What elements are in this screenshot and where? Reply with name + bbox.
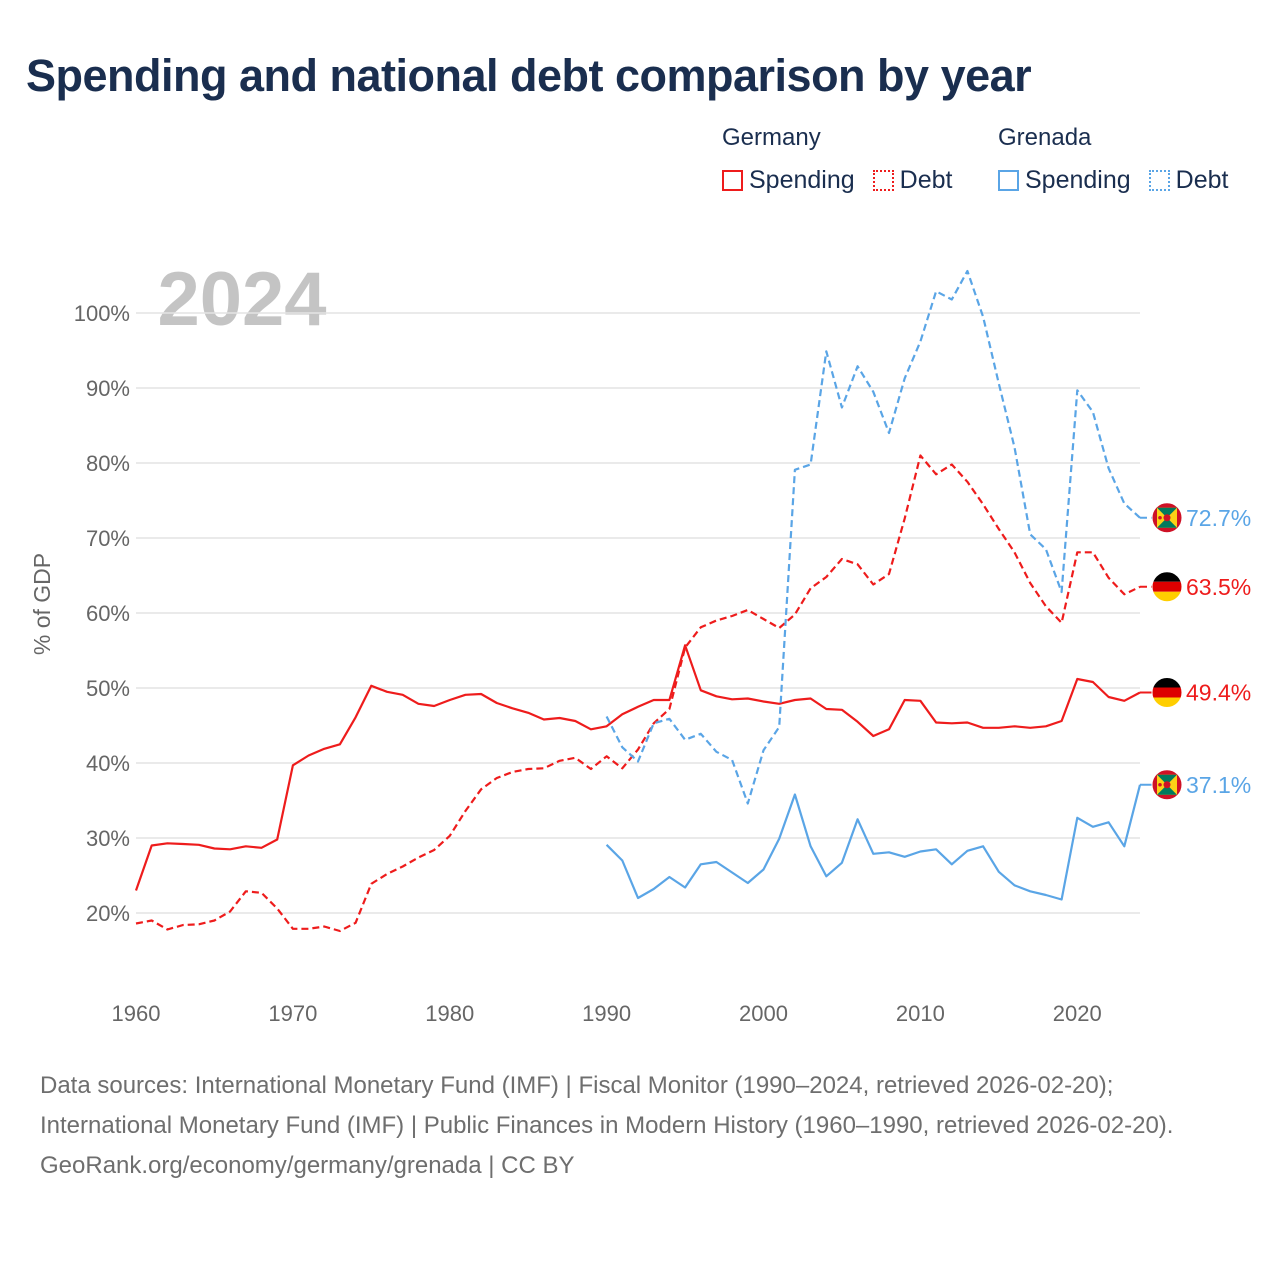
legend-label: Spending [1025,166,1131,194]
y-tick-label: 70% [86,526,130,551]
data-sources-note: Data sources: International Monetary Fun… [40,1072,1174,1139]
x-tick-label: 1960 [112,1001,161,1026]
legend-label: Spending [749,166,855,194]
legend-dotted-swatch-icon [1148,170,1170,191]
y-axis-label: % of GDP [29,553,55,655]
x-tick-label: 2020 [1053,1001,1102,1026]
x-axis: 1960 1970 1980 1990 2000 2010 2020 [112,1001,1102,1026]
year-watermark: 2024 [157,257,326,342]
chart-title: Spending and national debt comparison by… [26,50,1032,101]
series-line-germany-spending [134,644,1141,891]
credit-link[interactable]: GeoRank.org/economy/germany/grenada | CC… [40,1152,575,1179]
legend-grenada-title: Grenada [998,124,1092,151]
y-axis: 20% 30% 40% 50% 60% 70% 80% 90% 100% [74,301,130,926]
legend-germany-spending[interactable]: Spending [722,166,855,195]
x-tick-label: 2010 [896,1001,945,1026]
germany-flag-icon [1151,571,1183,603]
y-tick-label: 50% [86,676,130,701]
legend-germany-debt[interactable]: Debt [872,166,953,195]
end-labels: 49.4% 63.5% 37.1% 72.7% [1140,502,1251,801]
end-value-label: 37.1% [1186,772,1251,798]
y-tick-label: 60% [86,601,130,626]
end-value-label: 72.7% [1186,505,1251,531]
line-chart: 2024 20%30%40%50%60%70%80%90%100% 1960 19… [29,257,1251,1026]
legend-solid-swatch-icon [722,170,743,191]
footer: Data sources: International Monetary Fun… [40,1066,1240,1186]
end-value-label: 49.4% [1186,680,1251,706]
y-tick-label: 20% [86,901,130,926]
y-tick-label: 40% [86,751,130,776]
legend-label: Debt [899,166,953,194]
series-line-grenada-spending [605,784,1142,901]
series-line-germany-debt [135,454,1141,933]
legend-label: Debt [1175,166,1229,194]
series-lines [134,269,1142,933]
germany-flag-icon [1151,677,1183,708]
gridlines [136,312,1140,914]
legend-grenada-spending[interactable]: Spending [998,166,1131,195]
x-tick-label: 1970 [268,1001,317,1026]
y-tick-label: 90% [86,376,130,401]
grenada-flag-icon [1151,769,1183,801]
series-line-grenada-debt [605,269,1141,805]
legend-germany: Germany Spending Debt [722,124,952,195]
legend-grenada-debt[interactable]: Debt [1148,166,1229,195]
grenada-flag-icon [1151,502,1183,534]
x-tick-label: 1990 [582,1001,631,1026]
legend-solid-swatch-icon [998,170,1019,191]
x-tick-label: 1980 [425,1001,474,1026]
y-tick-label: 80% [86,451,130,476]
x-tick-label: 2000 [739,1001,788,1026]
end-value-label: 63.5% [1186,574,1251,600]
legend-germany-title: Germany [722,124,821,151]
y-tick-label: 30% [86,826,130,851]
legend-dotted-swatch-icon [872,170,894,191]
legend-grenada: Grenada Spending Debt [998,124,1228,195]
y-tick-label: 100% [74,301,130,326]
